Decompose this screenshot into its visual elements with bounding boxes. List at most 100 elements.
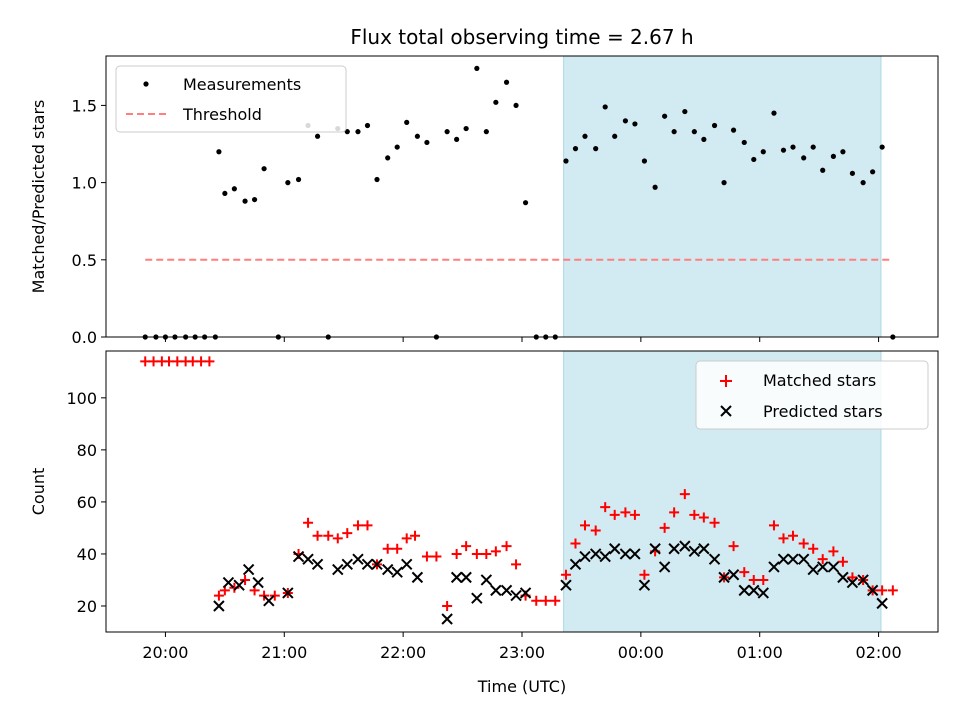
panel2-matched-stars-point <box>778 533 789 544</box>
panel2-matched-stars-point <box>669 507 680 518</box>
panel2-matched-stars-point <box>808 543 819 554</box>
panel2-predicted-stars-point <box>638 579 651 591</box>
panel2-predicted-stars-point <box>233 579 245 591</box>
panel1-measurements-point <box>860 180 866 186</box>
panel1-measurements-point <box>364 122 371 129</box>
panel1-measurements-point <box>790 144 796 150</box>
panel2-predicted-stars-point <box>490 584 502 597</box>
panel1-measurements-point <box>454 136 460 142</box>
panel2-predicted-stars-point <box>263 595 275 607</box>
panel2-matched-stars-point <box>392 543 403 554</box>
panel2-xtick-label: 21:00 <box>261 643 307 662</box>
panel1-title: Flux total observing time = 2.67 h <box>350 25 693 49</box>
panel2-matched-stars-point <box>828 546 839 557</box>
panel2-predicted-stars-point <box>450 571 463 584</box>
panel2-predicted-stars-point <box>341 558 353 571</box>
panel2-predicted-stars-point <box>589 548 602 560</box>
panel2-matched-stars-point <box>679 489 690 500</box>
panel2-predicted-stars-point <box>708 553 721 565</box>
panel2-matched-stars-point <box>698 512 709 523</box>
panel2-ytick-label: 40 <box>77 545 97 564</box>
panel1-measurements-point <box>691 129 697 135</box>
panel1-measurements-point <box>820 167 826 173</box>
panel2-matched-stars-point <box>590 525 601 536</box>
panel2-predicted-stars-point <box>569 558 582 571</box>
panel2-predicted-stars-point <box>757 587 769 599</box>
panel2-matched-stars-point <box>540 595 551 606</box>
panel2-predicted-stars-point <box>866 584 879 597</box>
panel2-matched-stars-point <box>511 559 522 570</box>
panel1-measurements-point <box>424 139 430 146</box>
panel1-measurements-point <box>483 129 489 135</box>
panel2-matched-stars-point <box>748 574 759 585</box>
panel2-xtick-label: 01:00 <box>737 643 783 662</box>
panel2-xtick-label: 23:00 <box>499 643 545 662</box>
panel1-measurements-point <box>463 125 469 132</box>
panel1-measurements-point <box>513 102 519 109</box>
panel2-matched-stars-point <box>204 356 215 367</box>
panel1-measurements-point <box>231 186 237 192</box>
panel2-predicted-stars-point <box>460 571 472 584</box>
panel1-measurements-point <box>622 118 629 124</box>
panel1-measurements-point <box>593 146 599 152</box>
panel2-predicted-stars-point <box>797 553 810 565</box>
panel1-measurements-point <box>216 149 222 155</box>
panel2-ylabel: Count <box>29 468 48 516</box>
panel1-measurements-point <box>840 149 846 155</box>
panel2-matched-stars-point <box>817 554 828 565</box>
panel2-matched-stars-point <box>471 548 482 559</box>
panel1-measurements-point <box>295 176 302 183</box>
panel2-predicted-stars-point <box>688 545 701 558</box>
panel1-measurements-point <box>810 144 816 150</box>
panel2-xtick-label: 00:00 <box>618 643 664 662</box>
panel1-measurements-point <box>612 133 618 139</box>
panel1-measurements-point <box>344 129 350 135</box>
panel1-measurements-point <box>602 104 608 110</box>
panel1-measurements-point <box>682 108 688 115</box>
panel2-matched-stars-point <box>560 569 571 580</box>
panel2-ytick-label: 60 <box>77 493 97 512</box>
panel2-predicted-stars-point <box>787 553 799 565</box>
panel2-matched-stars-point <box>213 590 224 601</box>
panel2-legend-marker-matched <box>720 375 732 387</box>
panel1-ytick-label: 0.5 <box>72 251 97 270</box>
panel2-predicted-stars-point <box>302 553 314 565</box>
panel1-measurements-point <box>711 122 718 129</box>
panel1-legend-label-measurements: Measurements <box>183 75 301 94</box>
panel1-measurements-point <box>522 200 529 206</box>
panel2-legend-box <box>695 360 929 430</box>
panel2-matched-stars-point <box>531 595 542 606</box>
panel1-measurements-point <box>222 190 228 197</box>
panel2-predicted-stars-point <box>252 576 264 589</box>
panel1-measurements-point <box>741 139 747 146</box>
panel2-matched-stars-point <box>421 551 432 562</box>
panel2-matched-stars-point <box>620 507 631 518</box>
panel1-measurements-point <box>671 129 677 135</box>
panel2-predicted-stars-point <box>222 576 235 589</box>
panel1-legend-marker-measurements <box>143 81 149 87</box>
panel2-matched-stars-point <box>269 590 280 601</box>
panel2-matched-stars-point <box>410 530 421 541</box>
panel2-matched-stars-point <box>739 567 750 578</box>
panel1-measurements-point <box>404 119 410 125</box>
panel2-matched-stars-point <box>887 585 898 596</box>
panel2-matched-stars-point <box>382 543 393 554</box>
panel1-measurements-point <box>474 65 480 71</box>
panel2-predicted-stars-point <box>519 587 532 599</box>
panel1-measurements-point <box>394 144 400 150</box>
panel2-matched-stars-point <box>550 595 561 606</box>
panel2-matched-stars-point <box>570 538 581 549</box>
panel1-measurements-point <box>251 196 258 203</box>
panel1-measurements-point <box>444 129 450 135</box>
panel1-measurements-point <box>632 121 638 127</box>
panel2-predicted-stars-point <box>371 558 383 571</box>
panel1-measurements-point <box>879 144 885 150</box>
panel2-predicted-stars-point <box>361 558 374 571</box>
panel1-measurements-point <box>771 110 777 116</box>
panel2-predicted-stars-point <box>213 600 225 612</box>
panel1-measurements-point <box>493 99 499 105</box>
panel2-matched-stars-point <box>758 574 769 585</box>
panel1-ylabel: Matched/Predicted stars <box>29 100 48 294</box>
